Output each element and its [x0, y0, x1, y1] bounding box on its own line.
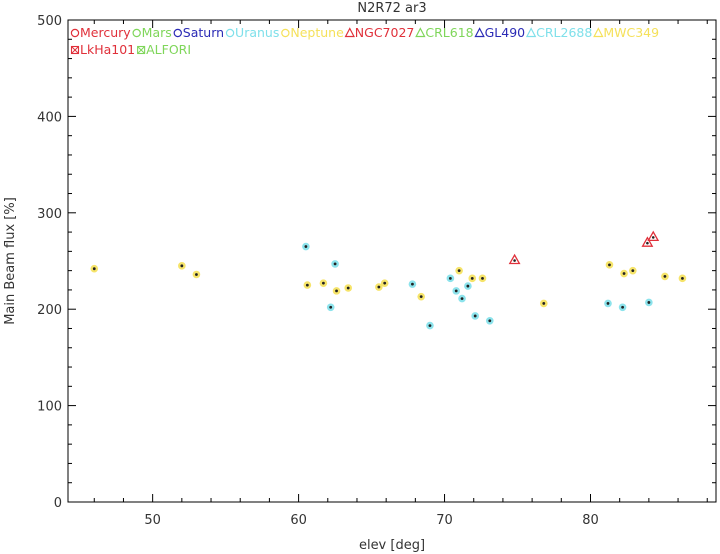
- legend-item: ALFORI: [137, 42, 191, 57]
- data-point-center: [681, 276, 684, 280]
- legend-marker: [415, 27, 426, 38]
- legend-label: ALFORI: [146, 42, 191, 57]
- legend-marker: [137, 45, 146, 55]
- legend-label: Mars: [142, 25, 172, 40]
- data-point-center: [304, 245, 308, 248]
- data-point-center: [329, 305, 333, 309]
- data-point-center: [663, 275, 667, 278]
- data-point-center: [608, 263, 611, 267]
- y-tick-label: 200: [37, 303, 62, 318]
- data-point-center: [488, 319, 492, 323]
- y-axis-label: Main Beam flux [%]: [3, 197, 18, 325]
- legend-marker: [71, 46, 79, 54]
- legend-label: LkHa101: [80, 42, 135, 57]
- x-tick-label: 70: [436, 513, 453, 528]
- data-point-center: [419, 295, 423, 299]
- legend-marker: [137, 46, 145, 54]
- legend-label: Neptune: [290, 25, 344, 40]
- data-point-center: [305, 283, 309, 287]
- data-point-center: [622, 272, 626, 275]
- x-tick-label: 60: [290, 513, 307, 528]
- data-point: [641, 236, 654, 247]
- chart-title: N2R72 ar3: [357, 1, 426, 16]
- data-point-center: [606, 302, 610, 305]
- data-point-center: [333, 262, 337, 266]
- legend-marker: [132, 28, 141, 38]
- legend-label: NGC7027: [355, 25, 415, 40]
- data-point: [508, 253, 521, 265]
- y-tick-label: 0: [54, 496, 62, 511]
- data-point-center: [631, 269, 635, 273]
- plot-frame: [67, 19, 717, 503]
- data-point-center: [335, 289, 338, 293]
- data-point-center: [647, 301, 651, 304]
- data-point-center: [322, 281, 325, 285]
- data-point-center: [454, 289, 458, 293]
- data-point-center: [470, 276, 474, 280]
- legend-marker: [593, 27, 604, 38]
- legend-marker: [70, 28, 80, 38]
- data-point-center: [460, 297, 464, 300]
- legend-item: Mars: [132, 25, 172, 40]
- legend-item: CRL618: [415, 25, 474, 40]
- legend-item: Saturn: [173, 25, 224, 40]
- legend-label: Saturn: [183, 25, 224, 40]
- data-point-center: [457, 269, 461, 273]
- y-tick-label: 400: [37, 110, 62, 125]
- legend-item: Neptune: [281, 25, 344, 40]
- x-tick-label: 50: [144, 513, 161, 528]
- legend-marker: [225, 28, 235, 38]
- legend-item: Mercury: [70, 25, 131, 40]
- data-point-center: [383, 281, 387, 285]
- data-point-center: [411, 282, 414, 286]
- x-axis-label: elev [deg]: [359, 538, 425, 553]
- data-point-center: [195, 273, 198, 276]
- data-point-center: [651, 236, 655, 239]
- data-point-center: [377, 285, 381, 289]
- legend-label: GL490: [485, 25, 526, 40]
- legend-marker: [525, 27, 537, 38]
- y-tick-label: 500: [37, 14, 62, 29]
- y-tick-label: 100: [37, 400, 62, 415]
- legend-marker: [344, 27, 355, 38]
- data-point: [647, 230, 660, 242]
- legend-marker: [173, 28, 182, 38]
- legend: Mercury Mars Saturn Uranus Neptune NGC7027 CRL…: [70, 25, 659, 57]
- legend-item: CRL2688: [525, 25, 592, 40]
- legend-marker: [70, 45, 80, 55]
- data-point-center: [621, 305, 624, 309]
- legend-marker: [281, 28, 290, 38]
- legend-marker: [474, 27, 485, 38]
- legend-label: MWC349: [603, 25, 659, 40]
- data-point-center: [448, 276, 452, 280]
- legend-label: Mercury: [80, 25, 131, 40]
- legend-item: MWC349: [593, 25, 659, 40]
- data-point-center: [646, 241, 649, 245]
- data-point-center: [92, 267, 96, 271]
- data-point-center: [346, 286, 350, 290]
- legend-item: Uranus: [225, 25, 279, 40]
- data-point-center: [428, 324, 432, 327]
- legend-label: CRL2688: [536, 25, 592, 40]
- data-points: [90, 230, 687, 330]
- axis-ticks: 0 100 200 300 400 500 50 60 70 80: [37, 14, 716, 528]
- data-point-center: [180, 264, 184, 268]
- data-point-center: [466, 284, 470, 288]
- legend-label: CRL618: [425, 25, 473, 40]
- data-point-center: [513, 259, 516, 262]
- y-tick-label: 300: [37, 207, 62, 222]
- data-point-center: [473, 314, 477, 318]
- x-tick-label: 80: [582, 513, 599, 528]
- data-point-center: [481, 276, 484, 280]
- legend-item: NGC7027: [344, 25, 415, 40]
- legend-item: GL490: [474, 25, 526, 40]
- legend-item: LkHa101: [70, 42, 135, 57]
- legend-label: Uranus: [235, 25, 279, 40]
- data-point-center: [542, 302, 546, 305]
